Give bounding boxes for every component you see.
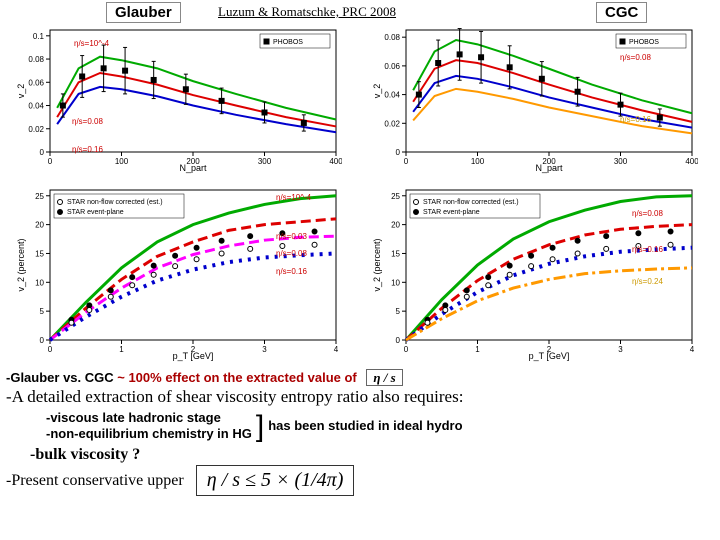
panel-bot-right: 012340510152025p_T [GeV]v_2 (percent)STA… xyxy=(370,184,698,362)
svg-text:4: 4 xyxy=(334,345,339,354)
svg-text:STAR event-plane: STAR event-plane xyxy=(67,209,124,216)
svg-text:η/s=0.08: η/s=0.08 xyxy=(276,249,307,258)
svg-text:v_2 (percent): v_2 (percent) xyxy=(16,238,26,291)
svg-text:0: 0 xyxy=(396,148,401,157)
svg-text:15: 15 xyxy=(35,249,44,258)
svg-text:20: 20 xyxy=(35,221,44,230)
svg-text:v_2: v_2 xyxy=(372,84,382,99)
svg-text:PHOBOS: PHOBOS xyxy=(629,39,659,46)
svg-text:400: 400 xyxy=(685,157,698,166)
svg-text:5: 5 xyxy=(40,307,45,316)
line3a: -viscous late hadronic stage xyxy=(46,410,252,426)
formula-box: η / s ≤ 5 × (1/4π) xyxy=(196,465,355,496)
line1b: ~ 100% effect on the extracted value of xyxy=(117,370,357,385)
svg-text:0: 0 xyxy=(48,345,53,354)
svg-text:400: 400 xyxy=(329,157,342,166)
svg-text:1: 1 xyxy=(475,345,480,354)
bracket-icon: ] xyxy=(256,408,264,446)
svg-text:N_part: N_part xyxy=(535,163,563,173)
svg-text:25: 25 xyxy=(391,192,400,201)
svg-text:v_2: v_2 xyxy=(16,84,26,99)
svg-text:0: 0 xyxy=(40,148,45,157)
svg-text:0.08: 0.08 xyxy=(384,33,400,42)
panel-bot-left: 012340510152025p_T [GeV]v_2 (percent)STA… xyxy=(14,184,342,362)
line2: -A detailed extraction of shear viscosit… xyxy=(6,386,714,407)
svg-text:20: 20 xyxy=(391,221,400,230)
svg-text:η/s=0.08: η/s=0.08 xyxy=(72,117,103,126)
svg-text:0: 0 xyxy=(404,345,409,354)
svg-text:η/s=0.08: η/s=0.08 xyxy=(620,53,651,62)
svg-text:p_T [GeV]: p_T [GeV] xyxy=(529,351,570,361)
svg-text:STAR non-flow corrected (est.): STAR non-flow corrected (est.) xyxy=(423,199,519,206)
svg-text:η/s=10^-4: η/s=10^-4 xyxy=(74,39,110,48)
svg-text:0: 0 xyxy=(396,336,401,345)
svg-text:100: 100 xyxy=(471,157,485,166)
cgc-label: CGC xyxy=(596,2,647,23)
svg-text:4: 4 xyxy=(690,345,695,354)
charts-grid: 010020030040000.020.040.060.080.1N_partv… xyxy=(0,24,720,364)
svg-text:0: 0 xyxy=(40,336,45,345)
citation: Luzum & Romatschke, PRC 2008 xyxy=(218,4,396,20)
svg-text:300: 300 xyxy=(614,157,628,166)
svg-text:0.06: 0.06 xyxy=(28,78,44,87)
svg-text:10: 10 xyxy=(35,278,44,287)
svg-text:5: 5 xyxy=(396,307,401,316)
svg-text:η/s=0.16: η/s=0.16 xyxy=(72,145,103,154)
svg-text:1: 1 xyxy=(119,345,124,354)
line4: -bulk viscosity ? xyxy=(30,445,714,465)
svg-text:N_part: N_part xyxy=(179,163,207,173)
svg-text:η/s=0.16: η/s=0.16 xyxy=(632,245,663,254)
svg-text:0.04: 0.04 xyxy=(384,91,400,100)
svg-text:PHOBOS: PHOBOS xyxy=(273,39,303,46)
svg-text:STAR event-plane: STAR event-plane xyxy=(423,209,480,216)
svg-text:0.1: 0.1 xyxy=(33,32,45,41)
svg-text:η/s=0.16: η/s=0.16 xyxy=(276,267,307,276)
svg-text:0: 0 xyxy=(48,157,53,166)
header: Glauber Luzum & Romatschke, PRC 2008 CGC xyxy=(0,2,720,24)
svg-text:0: 0 xyxy=(404,157,409,166)
svg-text:0.06: 0.06 xyxy=(384,62,400,71)
svg-text:η/s=10^-4: η/s=10^-4 xyxy=(276,193,312,202)
svg-text:3: 3 xyxy=(262,345,267,354)
svg-text:0.02: 0.02 xyxy=(384,119,400,128)
line5: -Present conservative upper xyxy=(6,471,184,491)
line3b: -non-equilibrium chemistry in HG xyxy=(46,426,252,442)
svg-text:0.02: 0.02 xyxy=(28,125,44,134)
svg-text:25: 25 xyxy=(35,192,44,201)
svg-text:v_2 (percent): v_2 (percent) xyxy=(372,238,382,291)
svg-text:p_T [GeV]: p_T [GeV] xyxy=(173,351,214,361)
svg-text:η/s=0.16: η/s=0.16 xyxy=(620,115,651,124)
svg-text:3: 3 xyxy=(618,345,623,354)
glauber-label: Glauber xyxy=(106,2,181,23)
line1: -Glauber vs. CGC ~ 100% effect on the ex… xyxy=(6,370,714,386)
svg-text:η/s=0.03: η/s=0.03 xyxy=(276,232,307,241)
panel-top-left: 010020030040000.020.040.060.080.1N_partv… xyxy=(14,24,342,174)
svg-text:100: 100 xyxy=(115,157,129,166)
svg-text:10: 10 xyxy=(391,278,400,287)
svg-text:STAR non-flow corrected (est.): STAR non-flow corrected (est.) xyxy=(67,199,163,206)
text-block: -Glauber vs. CGC ~ 100% effect on the ex… xyxy=(6,370,714,496)
etas-inline: η / s xyxy=(366,369,402,386)
svg-text:η/s=0.24: η/s=0.24 xyxy=(632,277,663,286)
panel-top-right: 010020030040000.020.040.060.08N_partv_2P… xyxy=(370,24,698,174)
line1a: -Glauber vs. CGC xyxy=(6,370,117,385)
svg-text:15: 15 xyxy=(391,249,400,258)
line3c: has been studied in ideal hydro xyxy=(268,418,462,434)
svg-text:η/s=0.08: η/s=0.08 xyxy=(632,209,663,218)
svg-text:0.08: 0.08 xyxy=(28,55,44,64)
svg-text:0.04: 0.04 xyxy=(28,102,44,111)
svg-text:300: 300 xyxy=(258,157,272,166)
